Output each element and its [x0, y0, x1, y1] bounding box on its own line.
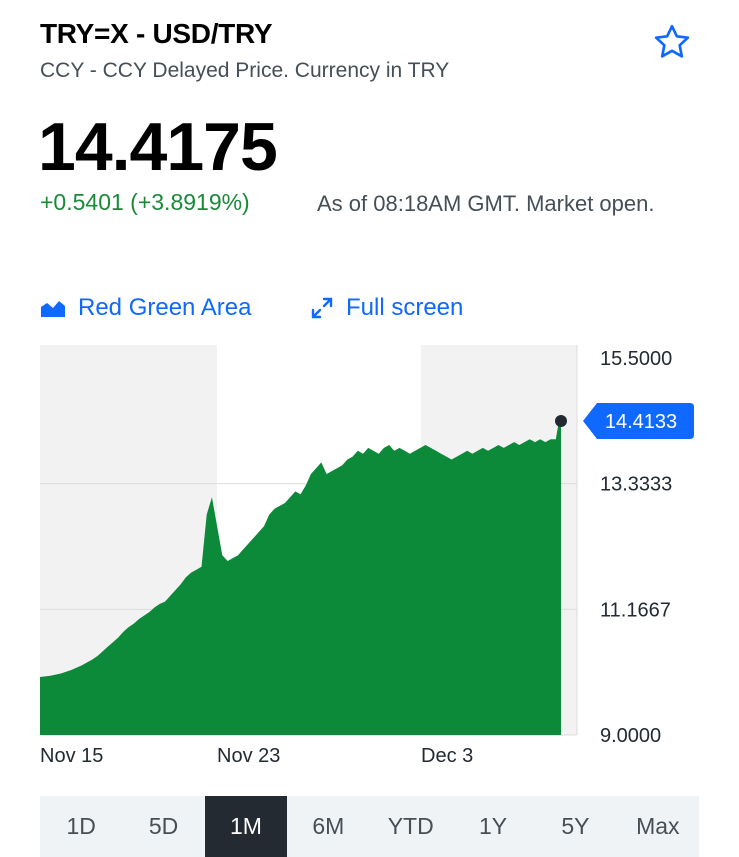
quote-subtitle: CCY - CCY Delayed Price. Currency in TRY	[40, 59, 450, 82]
y-tick-label: 11.1667	[600, 599, 671, 621]
current-value-tag: 14.4133	[583, 403, 694, 440]
current-price: 14.4175	[38, 109, 278, 185]
fullscreen-button[interactable]: Full screen	[310, 294, 463, 322]
star-icon[interactable]	[652, 22, 692, 62]
x-tick-label: Dec 3	[421, 745, 473, 767]
y-tick-label: 15.5000	[600, 348, 672, 370]
page-title: TRY=X - USD/TRY	[40, 18, 273, 49]
range-selector: 1D 5D 1M 6M YTD 1Y 5Y Max	[40, 796, 699, 857]
range-tab-5y[interactable]: 5Y	[561, 813, 590, 839]
range-tab-max[interactable]: Max	[636, 813, 680, 839]
market-status: As of 08:18AM GMT. Market open.	[317, 191, 655, 216]
price-change: +0.5401 (+3.8919%)	[40, 189, 250, 215]
y-tick-label: 9.0000	[600, 725, 661, 747]
price-chart[interactable]: 14.4133 15.5000 13.3333 11.1667 9.0000 Nov …	[0, 340, 739, 780]
current-value-label: 14.4133	[605, 411, 677, 433]
fullscreen-label: Full screen	[346, 294, 464, 321]
range-tab-6m[interactable]: 6M	[312, 813, 345, 839]
range-tab-1m[interactable]: 1M	[204, 796, 288, 857]
expand-icon	[311, 297, 333, 319]
range-tab-1y[interactable]: 1Y	[478, 813, 508, 839]
range-tab-ytd[interactable]: YTD	[387, 813, 434, 839]
area-chart-icon	[41, 301, 65, 317]
x-tick-label: Nov 23	[217, 745, 280, 767]
y-tick-label: 13.3333	[600, 474, 672, 496]
last-price-dot	[555, 415, 567, 428]
range-tab-5d[interactable]: 5D	[148, 813, 179, 839]
chart-type-label: Red Green Area	[78, 294, 252, 321]
range-tab-1d[interactable]: 1D	[66, 813, 96, 839]
chart-type-button[interactable]: Red Green Area	[40, 294, 251, 322]
x-tick-label: Nov 15	[40, 745, 103, 767]
price-area	[40, 421, 561, 735]
